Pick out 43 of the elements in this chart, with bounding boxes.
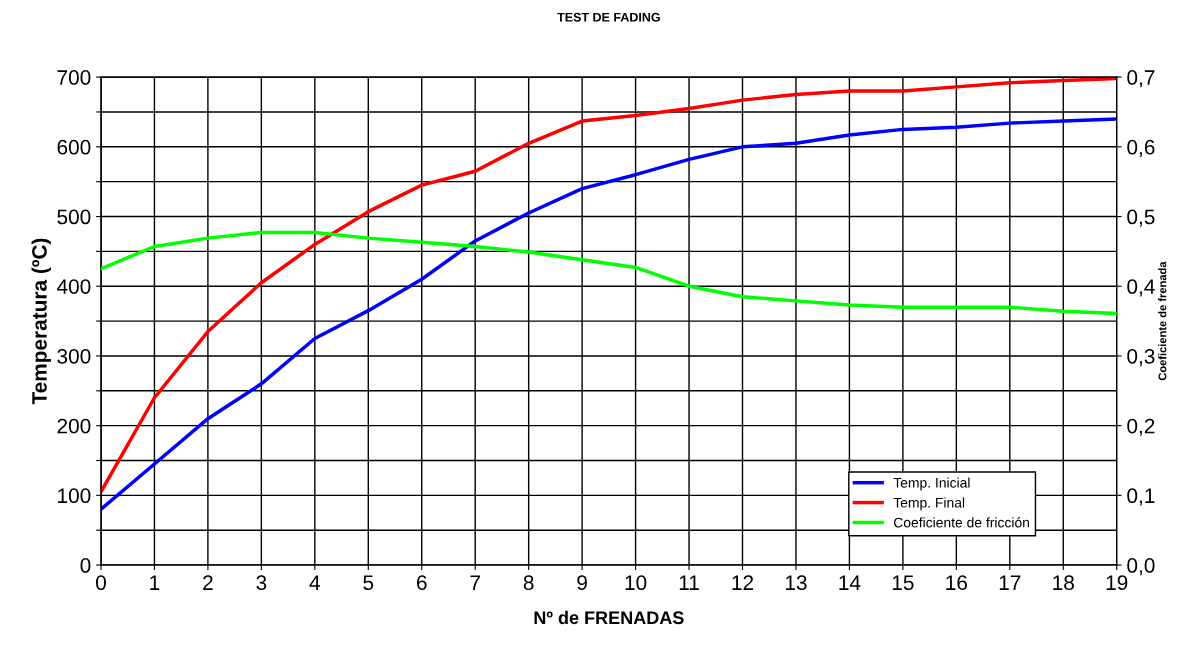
x-tick-label: 12 bbox=[732, 575, 754, 590]
y2-tick-label: 0,2 bbox=[1127, 418, 1155, 436]
x-tick-label: 16 bbox=[946, 575, 968, 591]
y-tick-label: 400 bbox=[56, 279, 91, 294]
y-tick-label: 500 bbox=[57, 209, 91, 225]
y2-tick-label: 0,6 bbox=[1127, 139, 1155, 158]
y2-tick-label: 0,1 bbox=[1127, 488, 1155, 506]
y2-tick-label: 0,7 bbox=[1127, 70, 1155, 88]
y2-tick-label: 0,5 bbox=[1127, 209, 1155, 227]
x-tick-label: 6 bbox=[417, 575, 427, 591]
x-tick-label: 11 bbox=[679, 575, 699, 590]
y2-tick-label: 0,3 bbox=[1127, 348, 1155, 367]
y-tick-label: 0 bbox=[80, 558, 91, 573]
x-tick-label: 18 bbox=[1053, 575, 1074, 591]
y-tick-label: 100 bbox=[58, 488, 91, 504]
x-tick-label: 1 bbox=[150, 575, 160, 590]
y-axis-title: Temperatura (ºC) bbox=[31, 238, 51, 405]
x-tick-label: 17 bbox=[999, 575, 1021, 590]
x-axis-title: Nº de FRENADAS bbox=[534, 610, 684, 625]
x-tick-label: 14 bbox=[839, 575, 861, 590]
y2-tick-label: 0,4 bbox=[1127, 279, 1155, 297]
x-tick-label: 10 bbox=[625, 575, 647, 591]
x-tick-label: 19 bbox=[1106, 575, 1128, 591]
y2-tick-label: 0,0 bbox=[1127, 558, 1155, 576]
x-tick-label: 3 bbox=[256, 575, 267, 591]
x-tick-label: 15 bbox=[892, 575, 914, 591]
x-tick-label: 13 bbox=[785, 575, 807, 591]
y2-axis-title: Coeficiente de frenada bbox=[1158, 261, 1167, 381]
y-tick-label: 200 bbox=[57, 418, 91, 434]
y-tick-label: 700 bbox=[57, 70, 91, 85]
y-tick-label: 600 bbox=[57, 139, 91, 155]
legend-label: Coeficiente de fricción bbox=[893, 517, 1030, 528]
x-tick-label: 8 bbox=[523, 575, 534, 591]
chart-title: TEST DE FADING bbox=[557, 12, 660, 22]
x-tick-label: 7 bbox=[470, 575, 480, 590]
y-tick-label: 300 bbox=[57, 348, 91, 364]
x-tick-label: 9 bbox=[577, 575, 587, 591]
x-tick-label: 4 bbox=[309, 575, 320, 590]
x-tick-label: 5 bbox=[363, 575, 374, 591]
x-tick-label: 0 bbox=[96, 575, 106, 591]
legend-label: Temp. Final bbox=[893, 497, 965, 511]
legend-label: Temp. Inicial bbox=[893, 477, 970, 491]
x-tick-label: 2 bbox=[203, 575, 213, 590]
